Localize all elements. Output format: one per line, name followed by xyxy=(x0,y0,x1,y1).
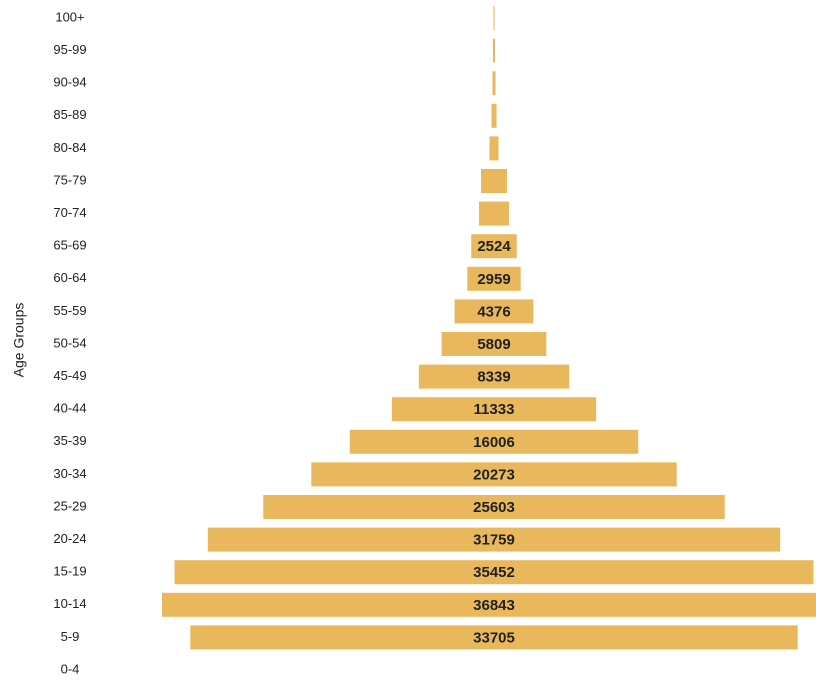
bar xyxy=(489,136,499,161)
bar xyxy=(162,592,816,617)
category-label: 90-94 xyxy=(53,75,86,90)
y-axis-label: Age Groups xyxy=(11,303,27,378)
category-label: 45-49 xyxy=(53,368,86,383)
bar xyxy=(349,429,639,454)
value-label: 4376 xyxy=(477,303,510,320)
bar xyxy=(174,560,814,585)
category-label: 60-64 xyxy=(53,270,86,285)
bar xyxy=(493,38,495,63)
bar xyxy=(311,462,677,487)
value-label: 25603 xyxy=(473,499,515,516)
category-label: 50-54 xyxy=(53,335,86,350)
category-label: 95-99 xyxy=(53,42,86,57)
bar xyxy=(391,397,597,422)
category-label: 0-4 xyxy=(61,661,80,676)
category-label: 30-34 xyxy=(53,466,86,481)
category-label: 35-39 xyxy=(53,433,86,448)
category-label: 40-44 xyxy=(53,401,86,416)
category-label: 25-29 xyxy=(53,498,86,513)
category-label: 20-24 xyxy=(53,531,86,546)
value-label: 20273 xyxy=(473,466,515,483)
value-label: 16006 xyxy=(473,434,515,451)
category-label: 15-19 xyxy=(53,564,86,579)
value-label: 5809 xyxy=(477,336,510,353)
bar xyxy=(190,625,798,650)
bar xyxy=(471,234,517,259)
value-label: 31759 xyxy=(473,532,515,549)
bar xyxy=(493,6,495,30)
category-label: 70-74 xyxy=(53,205,86,220)
category-label: 5-9 xyxy=(61,629,80,644)
category-label: 100+ xyxy=(55,9,84,24)
category-label: 85-89 xyxy=(53,107,86,122)
bar xyxy=(492,71,496,96)
value-label: 35452 xyxy=(473,564,515,581)
category-label: 65-69 xyxy=(53,238,86,253)
bar xyxy=(441,332,547,356)
bar xyxy=(207,527,781,552)
bar xyxy=(454,299,534,324)
bar xyxy=(479,201,509,226)
value-label: 2959 xyxy=(477,271,510,288)
category-label: 80-84 xyxy=(53,140,86,155)
bar xyxy=(481,169,507,193)
value-label: 2524 xyxy=(477,238,511,255)
value-label: 33705 xyxy=(473,629,515,646)
category-label: 10-14 xyxy=(53,596,86,611)
value-label: 36843 xyxy=(473,597,515,614)
bar xyxy=(467,266,521,291)
value-label: 11333 xyxy=(474,401,515,418)
category-label: 75-79 xyxy=(53,172,86,187)
bar xyxy=(491,103,497,128)
value-label: 8339 xyxy=(477,369,510,386)
category-label: 55-59 xyxy=(53,303,86,318)
bar xyxy=(263,495,725,519)
bar xyxy=(418,364,570,389)
